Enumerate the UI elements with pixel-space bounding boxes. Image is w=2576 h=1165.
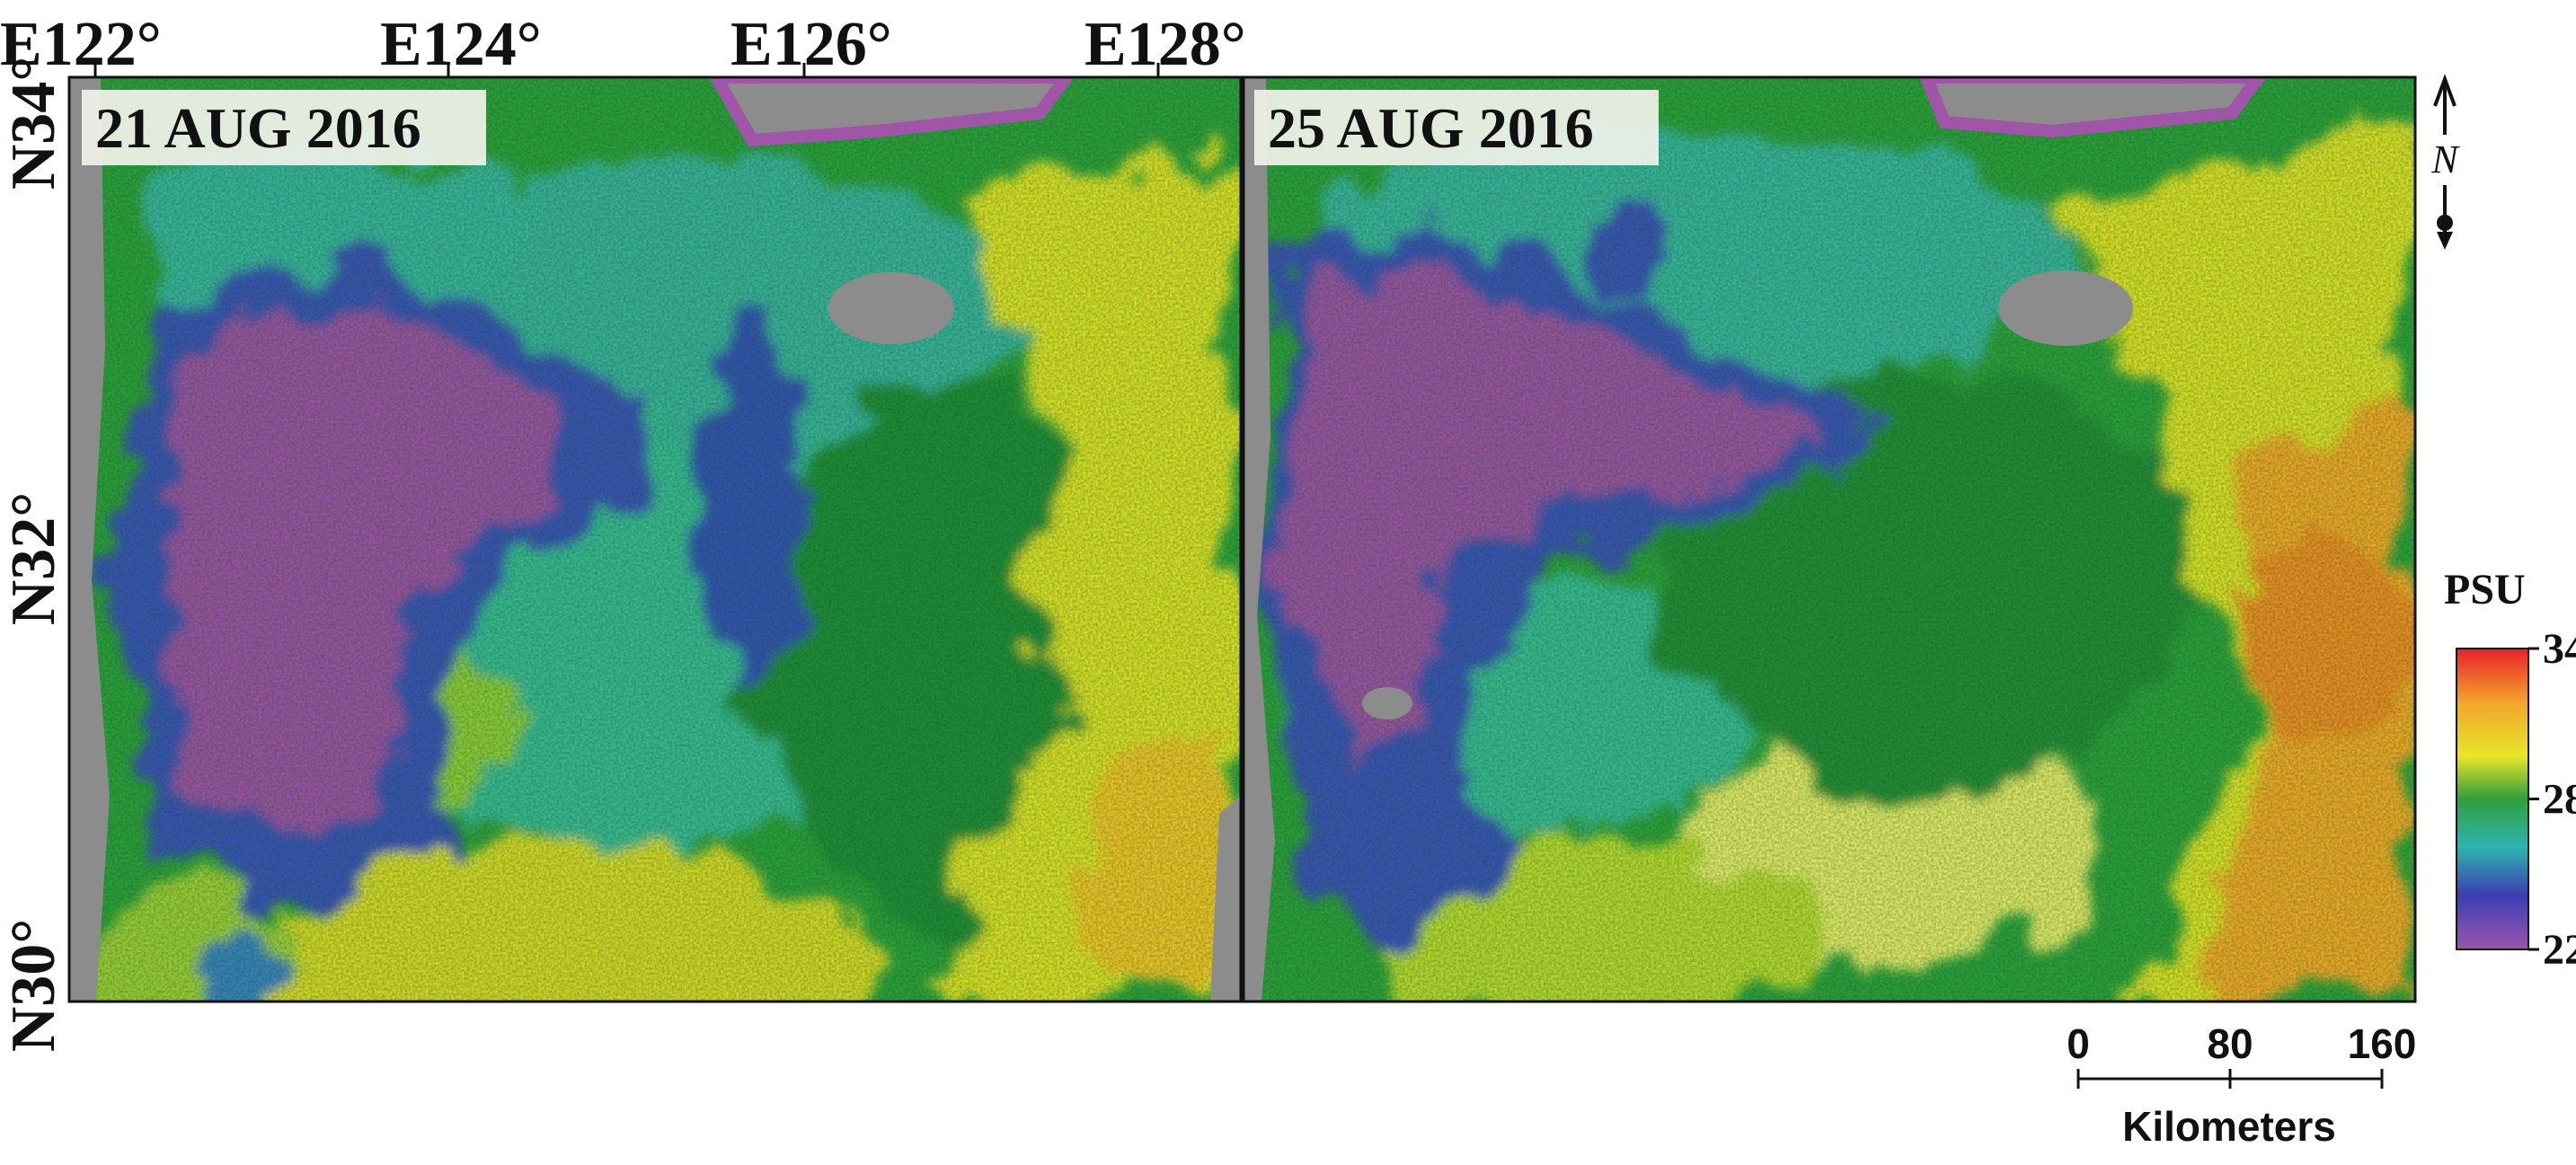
- panel-frame: [1242, 75, 2417, 1003]
- longitude-label: E124°: [380, 10, 542, 79]
- date-box: [1254, 90, 1659, 165]
- latitude-axis: N34° N32° N30°: [0, 57, 68, 1053]
- longitude-label: E128°: [1084, 10, 1246, 79]
- scale-tick-label: 80: [2207, 1020, 2253, 1067]
- colorbar-tick-label: 22: [2543, 926, 2576, 974]
- colorbar-tick-label: 34: [2543, 625, 2576, 673]
- scale-bar: Kilometers 0 80 160: [2067, 1020, 2416, 1150]
- date-label: 21 AUG 2016: [95, 96, 421, 160]
- north-arrow: N: [2429, 74, 2461, 250]
- panel-frame: [67, 75, 1243, 1003]
- latitude-label: N34°: [0, 57, 68, 190]
- north-label: N: [2430, 137, 2460, 181]
- longitude-label: E126°: [730, 10, 892, 79]
- colorbar-ramp: [2456, 648, 2529, 950]
- map-panel-left: [69, 77, 1241, 1002]
- colorbar-title: PSU: [2444, 566, 2526, 613]
- date-label: 25 AUG 2016: [1268, 96, 1594, 160]
- colorbar: PSU 22 28 34: [2444, 566, 2576, 974]
- scale-tick-label: 0: [2067, 1020, 2090, 1067]
- longitude-label: E122°: [0, 10, 162, 79]
- scale-unit: Kilometers: [2122, 1103, 2336, 1150]
- scale-tick-label: 160: [2348, 1020, 2417, 1067]
- map-panel-right: [1244, 77, 2415, 1002]
- latitude-label: N32°: [0, 492, 68, 626]
- longitude-axis: E122° E124° E126° E128°: [0, 10, 1246, 79]
- colorbar-tick-label: 28: [2543, 776, 2576, 824]
- date-box: [82, 90, 486, 165]
- latitude-label: N30°: [0, 919, 68, 1053]
